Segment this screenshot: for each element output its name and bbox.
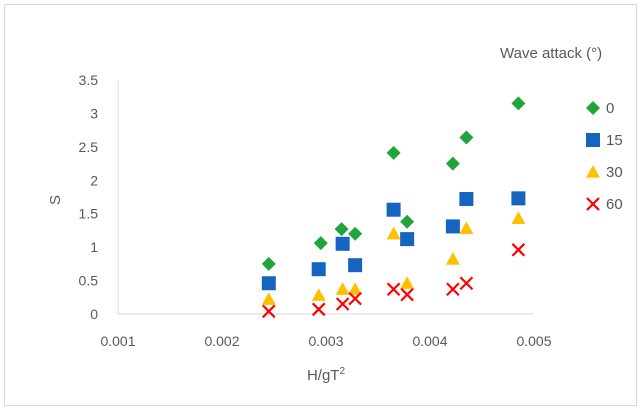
y-tick-label: 1 <box>90 239 98 255</box>
data-point <box>459 130 474 145</box>
y-tick-label: 2 <box>90 172 98 188</box>
axes <box>117 80 534 315</box>
y-axis-title: S <box>47 195 64 205</box>
x-tick-label: 0.003 <box>308 333 343 349</box>
data-point <box>348 291 362 306</box>
data-point <box>400 287 414 302</box>
y-tick-label: 0 <box>90 306 98 322</box>
data-point <box>262 304 276 319</box>
x-tick-labels: 0.001 0.002 0.003 0.004 0.005 <box>100 333 551 349</box>
x-tick-label: 0.005 <box>516 333 551 349</box>
data-point <box>386 202 401 217</box>
data-point <box>445 252 460 265</box>
legend-label: 0 <box>606 100 614 117</box>
data-point <box>445 156 460 171</box>
data-point <box>511 211 526 224</box>
data-point <box>459 221 474 235</box>
legend-marker <box>586 101 600 115</box>
data-point <box>261 292 276 305</box>
data-point <box>511 243 526 257</box>
x-tick-label: 0.002 <box>204 333 239 349</box>
legend-marker <box>586 197 600 211</box>
x-axis-title: H/gT2 <box>307 366 346 384</box>
data-point <box>445 219 460 234</box>
data-point <box>261 256 276 271</box>
y-tick-labels: 0 0.5 1 1.5 2 2.5 3 3.5 <box>79 72 99 322</box>
data-point <box>348 226 363 241</box>
y-tick-label: 3.5 <box>79 72 99 88</box>
legend-marker <box>586 133 600 147</box>
legend-label: 60 <box>606 196 623 213</box>
data-point <box>311 302 326 317</box>
data-point <box>348 282 363 295</box>
data-point <box>511 191 526 206</box>
data-point <box>400 232 415 247</box>
data-point <box>459 192 474 207</box>
data-point <box>334 222 349 237</box>
legend-title: Wave attack (°) <box>500 45 602 62</box>
data-point <box>400 276 415 289</box>
data-point <box>459 276 474 291</box>
data-point <box>313 236 328 251</box>
data-point <box>386 226 401 240</box>
y-tick-label: 3 <box>90 105 98 121</box>
data-point <box>311 262 326 277</box>
chart-area <box>4 4 637 406</box>
x-tick-label: 0.004 <box>412 333 447 349</box>
data-points <box>261 96 526 319</box>
y-tick-label: 0.5 <box>79 273 99 289</box>
data-point <box>348 258 363 273</box>
data-point <box>335 282 350 295</box>
data-point <box>400 214 415 229</box>
data-point <box>446 282 460 297</box>
legend-label: 30 <box>606 164 623 181</box>
data-point <box>386 145 401 160</box>
data-point <box>335 236 350 251</box>
y-tick-label: 2.5 <box>79 139 99 155</box>
x-tick-label: 0.001 <box>100 333 135 349</box>
data-point <box>335 297 350 311</box>
legend-marker <box>586 165 600 178</box>
legend: 0 15 30 60 <box>586 100 623 213</box>
y-tick-label: 1.5 <box>79 206 99 222</box>
legend-label: 15 <box>606 132 623 149</box>
data-point <box>386 282 401 297</box>
data-point <box>511 96 526 111</box>
data-point <box>261 276 276 291</box>
data-point <box>311 288 326 301</box>
